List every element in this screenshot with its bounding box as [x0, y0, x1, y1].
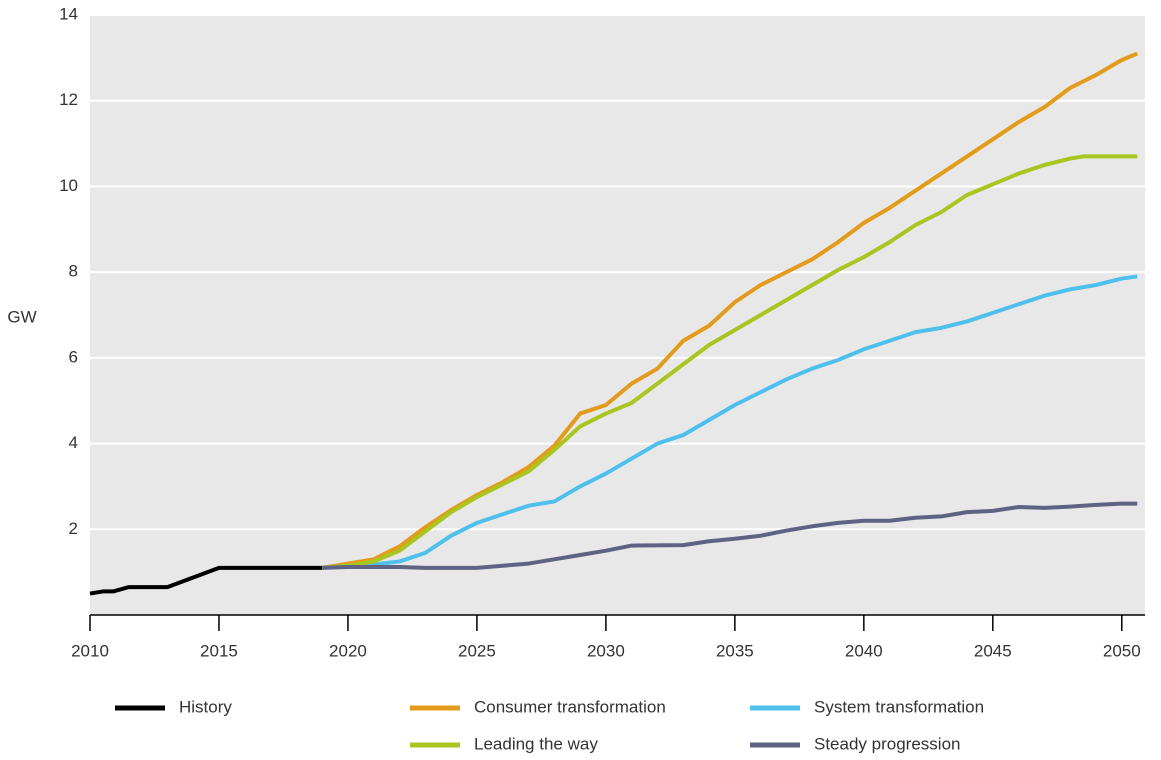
- y-tick-label: 4: [69, 433, 78, 452]
- legend-label: Leading the way: [474, 734, 598, 753]
- x-tick-label: 2020: [329, 641, 367, 660]
- x-tick-label: 2040: [845, 641, 883, 660]
- y-tick-label: 10: [59, 176, 78, 195]
- legend-label: History: [179, 697, 232, 716]
- plot-background: [90, 15, 1145, 615]
- series-line: [89, 565, 323, 596]
- series-line: [322, 501, 1138, 570]
- x-tick-label: 2035: [716, 641, 754, 660]
- x-tick-label: 2010: [71, 641, 109, 660]
- x-tick-label: 2045: [974, 641, 1012, 660]
- x-tick-label: 2050: [1103, 641, 1141, 660]
- y-tick-label: 8: [69, 262, 78, 281]
- y-tick-label: 14: [59, 4, 78, 23]
- x-tick-label: 2030: [587, 641, 625, 660]
- y-tick-label: 12: [59, 90, 78, 109]
- y-tick-label: 6: [69, 347, 78, 366]
- legend-label: Steady progression: [814, 734, 960, 753]
- legend-label: Consumer transformation: [474, 697, 666, 716]
- series-line: [321, 274, 1138, 570]
- x-tick-label: 2025: [458, 641, 496, 660]
- series-line: [321, 154, 1138, 570]
- y-axis-label: GW: [7, 307, 36, 326]
- legend-label: System transformation: [814, 697, 984, 716]
- y-tick-label: 2: [69, 519, 78, 538]
- x-tick-label: 2015: [200, 641, 238, 660]
